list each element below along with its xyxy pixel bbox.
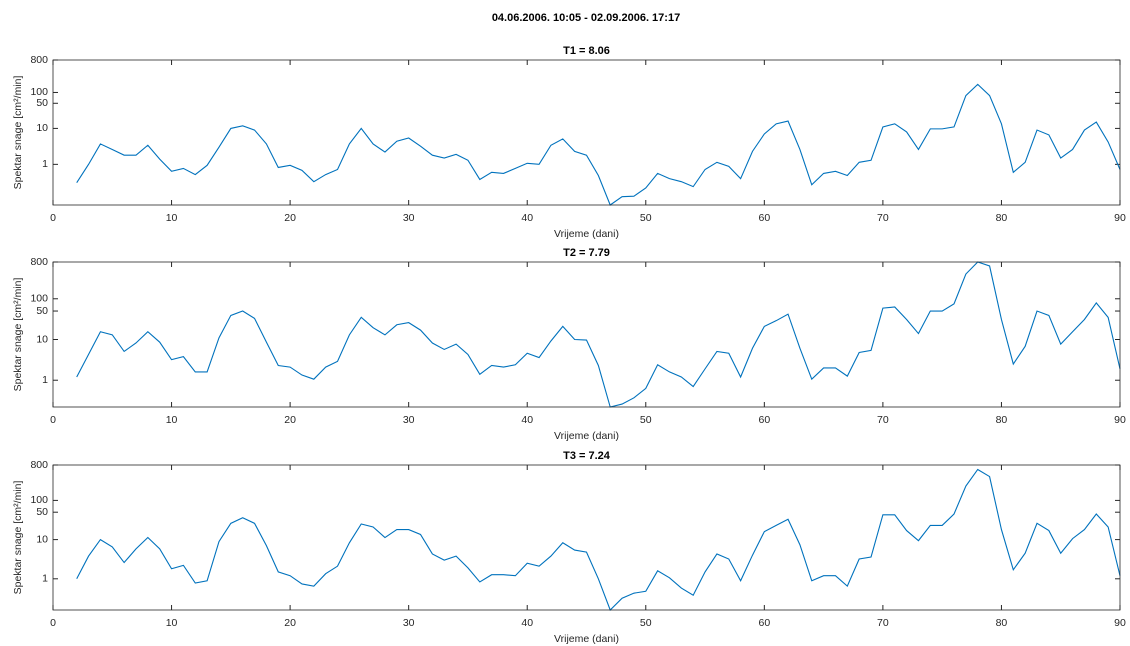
y-tick-label: 50	[36, 97, 48, 109]
x-tick-label: 80	[996, 414, 1008, 426]
y-tick-label: 1	[42, 374, 48, 386]
x-tick-label: 50	[640, 212, 652, 224]
x-axis-label: Vrijeme (dani)	[554, 228, 619, 240]
x-tick-label: 0	[50, 617, 56, 629]
y-tick-label: 50	[36, 506, 48, 518]
x-tick-label: 80	[996, 617, 1008, 629]
y-tick-label: 10	[36, 122, 48, 134]
x-tick-label: 10	[166, 617, 178, 629]
data-line	[76, 83, 1121, 206]
subplot-title: T1 = 8.06	[563, 45, 610, 57]
y-tick-label: 10	[36, 333, 48, 345]
x-tick-label: 70	[877, 212, 889, 224]
x-tick-label: 10	[166, 212, 178, 224]
x-tick-label: 70	[877, 414, 889, 426]
x-tick-label: 90	[1114, 212, 1126, 224]
x-tick-label: 50	[640, 414, 652, 426]
y-axis-label: Spektar snage [cm²/min]	[12, 278, 24, 392]
x-tick-label: 60	[758, 414, 770, 426]
x-tick-label: 40	[521, 212, 533, 224]
subplot-title: T3 = 7.24	[563, 450, 611, 462]
y-tick-label: 50	[36, 305, 48, 317]
x-tick-label: 90	[1114, 414, 1126, 426]
y-tick-label: 100	[30, 86, 48, 98]
y-tick-label: 100	[30, 293, 48, 305]
figure-title: 04.06.2006. 10:05 - 02.09.2006. 17:17	[492, 12, 680, 24]
y-tick-label: 1	[42, 158, 48, 170]
x-axis-label: Vrijeme (dani)	[554, 430, 619, 442]
x-tick-label: 90	[1114, 617, 1126, 629]
x-axis-label: Vrijeme (dani)	[554, 633, 619, 645]
x-tick-label: 0	[50, 212, 56, 224]
x-tick-label: 60	[758, 212, 770, 224]
y-tick-label: 1	[42, 573, 48, 585]
axes-box	[52, 59, 1121, 206]
y-tick-label: 800	[30, 256, 48, 268]
x-tick-label: 10	[166, 414, 178, 426]
data-line	[76, 468, 1121, 611]
y-axis-label: Spektar snage [cm²/min]	[12, 481, 24, 595]
x-tick-label: 70	[877, 617, 889, 629]
x-tick-label: 80	[996, 212, 1008, 224]
y-tick-label: 10	[36, 533, 48, 545]
data-line	[76, 261, 1121, 408]
axes-box	[52, 261, 1121, 408]
axes-box	[52, 464, 1121, 611]
x-tick-label: 50	[640, 617, 652, 629]
x-tick-label: 0	[50, 414, 56, 426]
x-tick-label: 60	[758, 617, 770, 629]
x-tick-label: 20	[284, 212, 296, 224]
x-tick-label: 40	[521, 414, 533, 426]
x-tick-label: 30	[403, 414, 415, 426]
x-tick-label: 20	[284, 414, 296, 426]
y-tick-label: 100	[30, 494, 48, 506]
x-tick-label: 20	[284, 617, 296, 629]
x-tick-label: 30	[403, 617, 415, 629]
y-axis-label: Spektar snage [cm²/min]	[12, 76, 24, 190]
y-tick-label: 800	[30, 54, 48, 66]
x-tick-label: 30	[403, 212, 415, 224]
x-tick-label: 40	[521, 617, 533, 629]
y-tick-label: 800	[30, 459, 48, 471]
subplot-title: T2 = 7.79	[563, 247, 610, 259]
